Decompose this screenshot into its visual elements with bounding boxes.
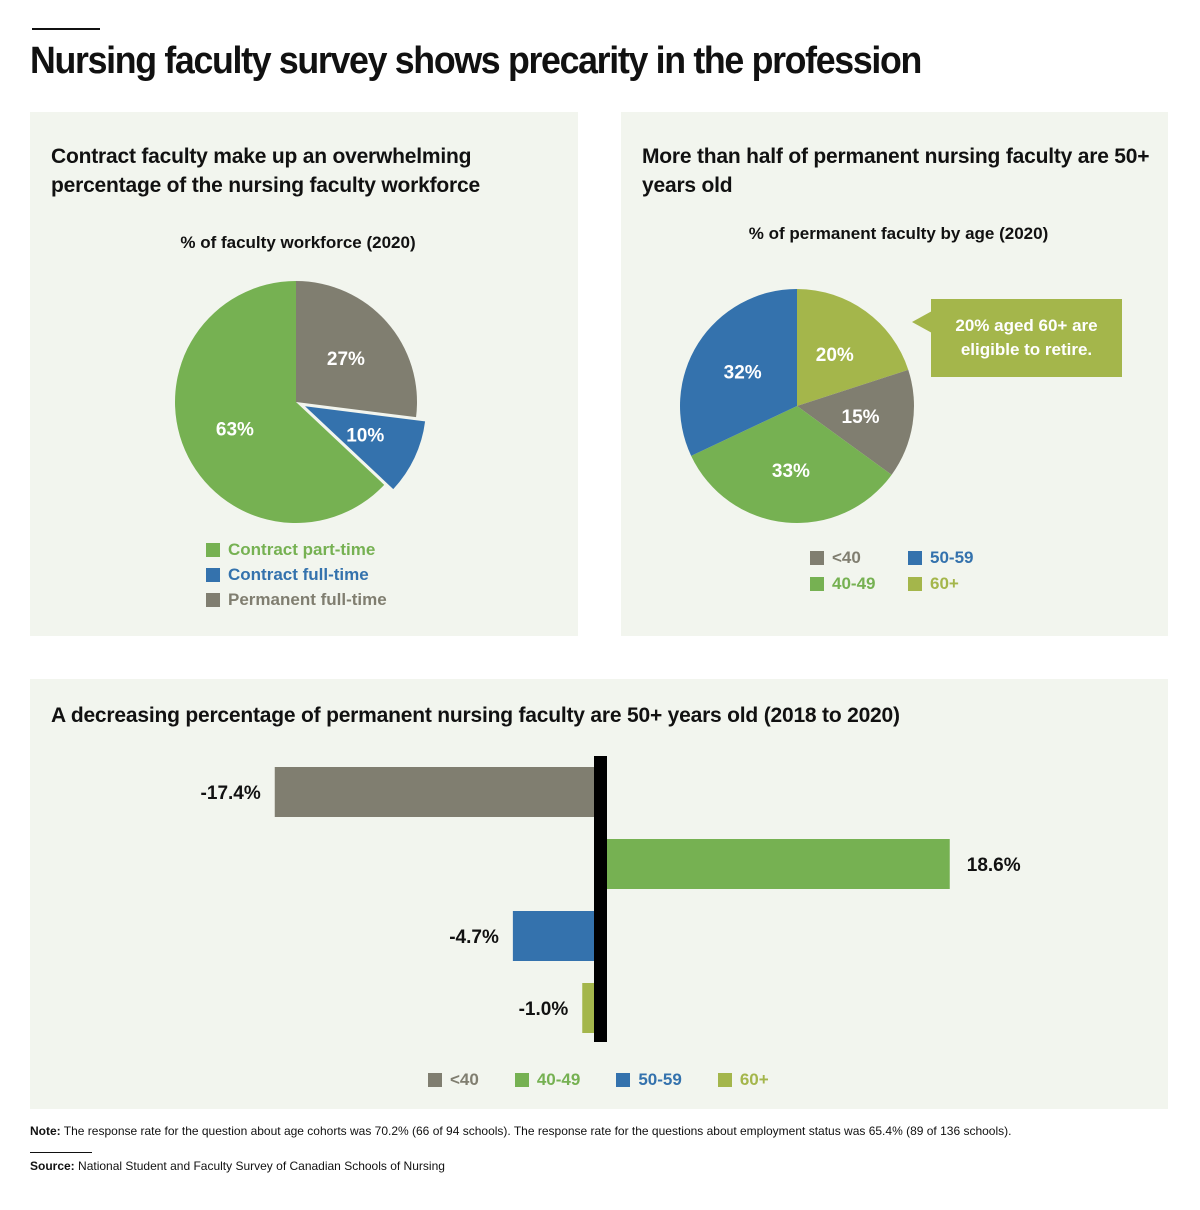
legend-item-50-59: 50-59 [616,1070,682,1090]
age-chart-title: More than half of permanent nursing facu… [642,145,1150,197]
pie-label-lt40: 15% [842,407,880,428]
legend-item-lt40: <40 [428,1070,479,1090]
pie-slice-50-59 [680,289,797,456]
age-legend: <40 50-59 40-49 60+ [810,548,998,594]
bar-40-49 [601,839,950,889]
source-label: Source: [30,1159,75,1173]
legend-swatch [206,567,220,582]
age-chart-subtitle: % of permanent faculty by age (2020) [748,224,1049,243]
pie-slice-contract-full-time [305,406,426,490]
legend-item-lt40: <40 [810,548,908,568]
pie-label-60plus: 20% [816,345,854,366]
legend-item-contract-full-time: Contract full-time [206,562,387,587]
source-line: Source: National Student and Faculty Sur… [30,1159,445,1173]
legend-label: 50-59 [930,548,974,567]
legend-item-40-49: 40-49 [810,574,908,594]
callout-arrow [912,311,932,333]
age-pie-chart: 20% 15% 33% 32% [680,289,914,523]
legend-swatch [810,551,824,565]
legend-swatch [206,542,220,557]
legend-swatch [616,1073,631,1087]
legend-swatch [908,551,922,565]
top-rule [32,28,100,30]
legend-label: <40 [832,548,861,567]
bar-label-60plus: -1.0% [519,999,569,1020]
source-rule [30,1152,92,1153]
pie-slice-lt40 [797,369,914,475]
pie-label-40-49: 33% [772,461,810,482]
legend-label: 60+ [930,574,959,593]
source-text: National Student and Faculty Survey of C… [78,1159,445,1173]
footnote: Note: The response rate for the question… [30,1124,1011,1138]
legend-label: Contract part-time [228,539,376,559]
legend-label: 60+ [739,1070,769,1089]
legend-swatch [206,592,220,607]
legend-swatch [810,577,824,591]
panel-change: A decreasing percentage of permanent nur… [30,679,1168,1109]
legend-label: Contract full-time [228,564,369,584]
legend-label: <40 [450,1070,479,1089]
pie-slice-40-49 [691,406,892,523]
note-label: Note: [30,1124,61,1138]
panel-workforce: Contract faculty make up an overwhelming… [30,112,578,636]
pie-label-contract-full-time: 10% [346,426,384,447]
legend-item-40-49: 40-49 [514,1070,581,1090]
legend-swatch [428,1073,442,1087]
pie-label-50-59: 32% [724,363,762,384]
bar-label-50-59: -4.7% [449,927,499,948]
zero-axis-line [594,756,607,1042]
pie-slice-60plus [797,289,909,406]
legend-label: Permanent full-time [228,589,387,609]
workforce-legend: Contract part-time Contract full-time Pe… [206,537,387,612]
workforce-chart-subtitle: % of faculty workforce (2020) [180,233,416,252]
retirement-callout: 20% aged 60+ are eligible to retire. [931,299,1122,377]
legend-swatch [717,1073,732,1087]
legend-swatch [908,577,922,591]
change-legend: <40 40-49 50-59 60+ [428,1070,805,1090]
bar-lt40 [274,767,601,817]
legend-label: 40-49 [536,1070,581,1089]
pie-label-permanent-full-time: 27% [327,349,365,370]
legend-swatch [514,1073,529,1087]
change-chart-title: A decreasing percentage of permanent nur… [51,704,900,727]
pie-label-contract-part-time: 63% [216,419,254,440]
panel-age: More than half of permanent nursing facu… [621,112,1168,636]
legend-label: 50-59 [638,1070,682,1089]
legend-item-50-59: 50-59 [908,548,998,568]
bar-label-40-49: 18.6% [967,855,1021,876]
bar-label-lt40: -17.4% [201,783,261,804]
pie-slice-permanent-full-time [296,281,417,418]
legend-label: 40-49 [832,574,876,593]
legend-item-60plus: 60+ [717,1070,769,1090]
page-title: Nursing faculty survey shows precarity i… [30,40,922,82]
pie-slice-contract-part-time [174,281,385,523]
legend-item-permanent-full-time: Permanent full-time [206,587,387,612]
workforce-pie-chart: 27% 10% 63% [174,281,426,523]
change-bar-chart: -17.4% 18.6% -4.7% -1.0% [201,756,1021,1042]
note-text: The response rate for the question about… [63,1124,1012,1138]
legend-item-60plus: 60+ [908,574,998,594]
workforce-chart-title: Contract faculty make up an overwhelming… [51,145,480,197]
bar-50-59 [512,911,601,961]
legend-item-contract-part-time: Contract part-time [206,537,387,562]
